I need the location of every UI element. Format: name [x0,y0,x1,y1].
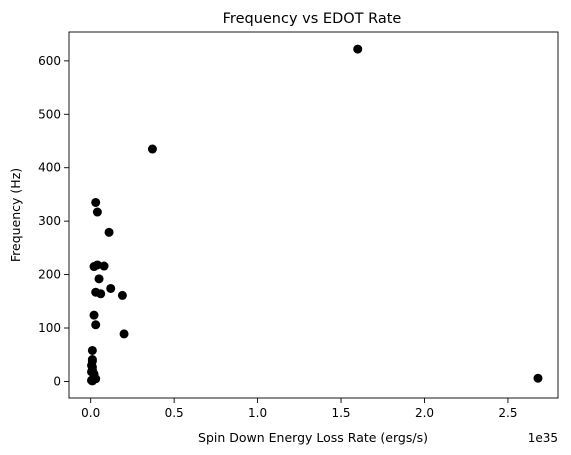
data-point [104,227,114,237]
data-points [87,44,543,386]
x-tick-label: 0.0 [81,406,100,420]
y-tick-label: 300 [38,214,61,228]
x-tick-label: 2.5 [498,406,517,420]
data-point [117,290,127,300]
y-tick-label: 400 [38,161,61,175]
x-axis-label: Spin Down Energy Loss Rate (ergs/s) [198,430,428,445]
x-tick-label: 1.0 [248,406,267,420]
y-tick-label: 600 [38,54,61,68]
x-tick-label: 2.0 [415,406,434,420]
data-point [89,262,99,272]
plot-area-frame [68,31,559,399]
x-tick-label: 0.5 [165,406,184,420]
data-point [96,289,106,299]
x-axis-offset-label: 1e35 [528,431,558,445]
data-point [87,345,97,355]
data-point [119,329,129,339]
data-point [89,310,99,320]
y-tick-label: 0 [53,374,61,388]
y-tick-label: 200 [38,268,61,282]
data-point [147,144,157,154]
data-point [94,274,104,284]
axis-ticks: 0.0 0.5 1.0 1.5 2.0 2.5 0 100 200 300 400 500 600 [38,54,517,420]
data-point [106,283,116,293]
data-point [92,207,102,217]
data-point [87,376,97,386]
data-point [99,261,109,271]
data-point [91,320,101,330]
chart-title: Frequency vs EDOT Rate [223,11,402,27]
y-tick-label: 500 [38,107,61,121]
data-point [533,373,543,383]
x-tick-label: 1.5 [331,406,350,420]
y-axis-label: Frequency (Hz) [8,168,23,262]
data-point [353,44,363,54]
y-tick-label: 100 [38,321,61,335]
data-point [91,197,101,207]
